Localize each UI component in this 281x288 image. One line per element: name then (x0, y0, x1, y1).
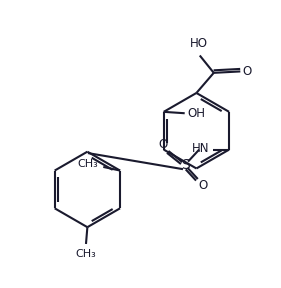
Text: HN: HN (191, 142, 209, 155)
Text: OH: OH (187, 107, 205, 120)
Text: HO: HO (189, 37, 207, 50)
Text: S: S (181, 158, 190, 172)
Text: CH₃: CH₃ (77, 159, 98, 169)
Text: CH₃: CH₃ (76, 249, 96, 259)
Text: O: O (243, 65, 252, 78)
Text: O: O (158, 138, 167, 151)
Text: O: O (199, 179, 208, 192)
